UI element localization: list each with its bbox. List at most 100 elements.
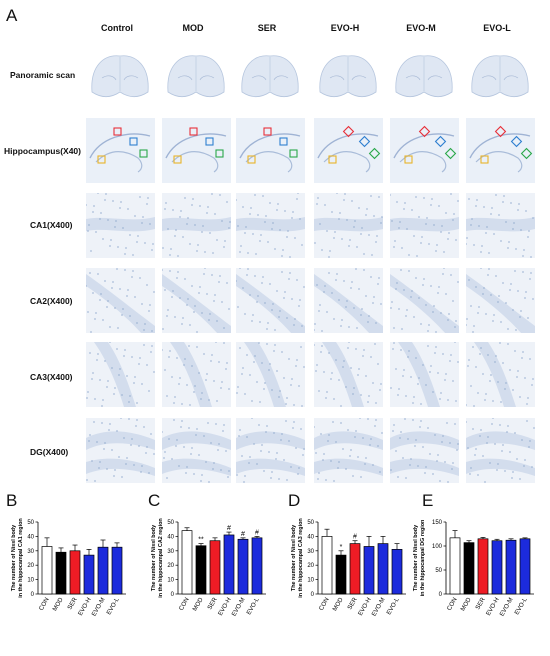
panoramic-scan-image bbox=[162, 44, 231, 109]
panel-letter-b: B bbox=[6, 491, 18, 510]
panoramic-scan-image bbox=[314, 44, 383, 109]
y-tick-label: 0 bbox=[311, 592, 315, 598]
micrograph-image bbox=[390, 342, 459, 407]
y-tick-label: 50 bbox=[167, 520, 174, 526]
bar bbox=[237, 538, 249, 595]
micrograph-image bbox=[314, 193, 383, 258]
bar bbox=[391, 549, 403, 595]
column-header-control: Control bbox=[101, 23, 133, 33]
y-tick-label: 0 bbox=[31, 592, 35, 598]
y-tick-label: 30 bbox=[307, 549, 314, 555]
column-header-evo-m: EVO-M bbox=[406, 23, 436, 33]
row-label-hippocampus: Hippocampus(X40) bbox=[4, 146, 81, 156]
column-header-evo-l: EVO-L bbox=[483, 23, 511, 33]
micrograph-image bbox=[314, 418, 383, 483]
micrograph-image bbox=[162, 418, 231, 483]
y-tick-label: 50 bbox=[435, 568, 442, 574]
y-tick-label: 40 bbox=[27, 534, 34, 540]
micrograph-image bbox=[390, 268, 459, 333]
column-header-ser: SER bbox=[257, 23, 277, 33]
significance-mark: ** bbox=[198, 537, 204, 544]
hippocampus-image bbox=[86, 118, 155, 183]
panoramic-scan-image bbox=[236, 44, 305, 109]
x-tick-label: EVO-L bbox=[513, 596, 529, 616]
y-tick-label: 20 bbox=[307, 563, 314, 569]
hippocampus-image bbox=[466, 118, 535, 183]
y-tick-label: 50 bbox=[307, 520, 314, 526]
micrograph-image bbox=[236, 268, 305, 333]
bar-chart-c: The number of Nissl body in the hippocamp… bbox=[148, 512, 286, 652]
x-tick-label: EVO-M bbox=[371, 597, 387, 618]
x-tick-label: SER bbox=[66, 596, 79, 611]
y-axis-label: in the hippocampal CA3 region bbox=[298, 518, 304, 597]
significance-mark: # bbox=[353, 534, 357, 541]
panel-letter-d: D bbox=[288, 491, 301, 510]
bar bbox=[363, 546, 375, 595]
micrograph-image bbox=[466, 268, 535, 333]
x-tick-label: MOD bbox=[331, 596, 345, 612]
bar bbox=[377, 543, 389, 595]
micrograph-image bbox=[466, 342, 535, 407]
y-tick-label: 10 bbox=[307, 578, 314, 584]
panel-letter-c: C bbox=[148, 491, 161, 510]
significance-mark: # bbox=[241, 531, 245, 538]
y-axis-label: in the hippocampal CA1 region bbox=[18, 518, 24, 597]
y-axis-label: The number of Nissl body bbox=[151, 525, 157, 591]
y-tick-label: 0 bbox=[439, 592, 443, 598]
bar bbox=[505, 539, 517, 595]
hippocampus-image bbox=[236, 118, 305, 183]
y-axis-label: The number of Nissl body bbox=[413, 525, 419, 591]
micrograph-image bbox=[314, 268, 383, 333]
y-axis-label: The number of Nissl body bbox=[291, 525, 297, 591]
micrograph-image bbox=[162, 342, 231, 407]
bar bbox=[463, 542, 475, 595]
micrograph-image bbox=[86, 268, 155, 333]
bar bbox=[181, 530, 193, 595]
x-tick-label: CON bbox=[178, 597, 191, 612]
y-axis-label: in the hippocampal CA2 region bbox=[158, 518, 164, 597]
x-tick-label: CON bbox=[318, 597, 331, 612]
bar bbox=[335, 554, 347, 595]
panoramic-scan-image bbox=[86, 44, 155, 109]
bar bbox=[251, 537, 263, 595]
row-label-ca2: CA2(X400) bbox=[30, 296, 73, 306]
x-tick-label: EVO-M bbox=[91, 597, 107, 618]
column-header-evo-h: EVO-H bbox=[330, 23, 360, 33]
micrograph-image bbox=[466, 193, 535, 258]
bar bbox=[519, 538, 531, 595]
y-tick-label: 20 bbox=[167, 563, 174, 569]
bar bbox=[321, 536, 333, 595]
bar bbox=[55, 551, 67, 595]
significance-mark: * bbox=[340, 544, 343, 551]
y-tick-label: 150 bbox=[432, 520, 443, 526]
significance-mark: # bbox=[255, 529, 259, 536]
panel-letter-e: E bbox=[422, 491, 434, 510]
bar bbox=[111, 546, 123, 595]
micrograph-image bbox=[390, 418, 459, 483]
x-tick-label: EVO-L bbox=[385, 596, 401, 616]
panoramic-scan-image bbox=[466, 44, 535, 109]
column-header-mod: MOD bbox=[182, 23, 204, 33]
panel-letter-a: A bbox=[6, 6, 18, 25]
significance-mark: # bbox=[227, 525, 231, 532]
micrograph-image bbox=[314, 342, 383, 407]
micrograph-image bbox=[86, 418, 155, 483]
micrograph-image bbox=[86, 342, 155, 407]
micrograph-image bbox=[162, 268, 231, 333]
micrograph-image bbox=[236, 193, 305, 258]
row-label-ca3: CA3(X400) bbox=[30, 372, 73, 382]
y-tick-label: 40 bbox=[307, 534, 314, 540]
y-tick-label: 30 bbox=[167, 549, 174, 555]
bar-chart-b: The number of Nissl body in the hippocamp… bbox=[8, 512, 146, 652]
y-tick-label: 10 bbox=[167, 578, 174, 584]
x-tick-label: EVO-M bbox=[231, 597, 247, 618]
y-axis-label: in the hippocampal DG region bbox=[420, 520, 426, 597]
bar bbox=[349, 543, 361, 595]
row-label-panoramic: Panoramic scan bbox=[10, 70, 76, 80]
bar bbox=[41, 546, 53, 595]
y-tick-label: 0 bbox=[171, 592, 175, 598]
hippocampus-image bbox=[162, 118, 231, 183]
x-tick-label: MOD bbox=[459, 596, 473, 612]
x-tick-label: SER bbox=[474, 596, 487, 611]
bar bbox=[69, 550, 81, 595]
